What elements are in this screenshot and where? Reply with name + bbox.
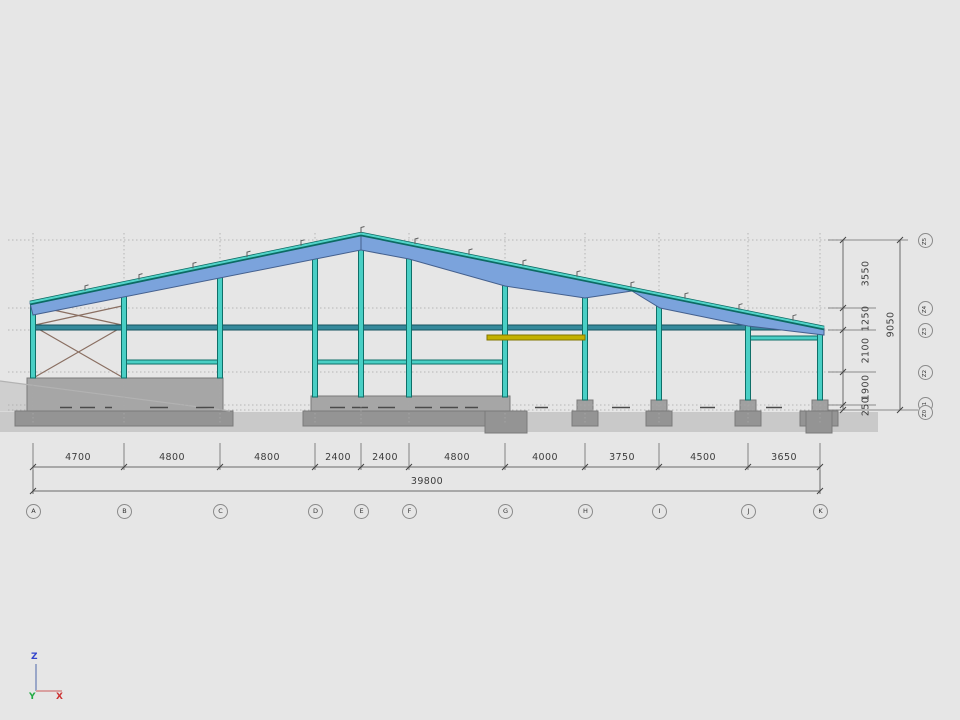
grid-bubble-i: I xyxy=(652,504,667,519)
grid-bubble-k: K xyxy=(813,504,828,519)
roof-chord xyxy=(29,232,825,329)
terrain-line xyxy=(0,380,231,412)
dim-span-ij: 4500 xyxy=(690,452,716,463)
dimension-ticks-bottom xyxy=(29,463,824,495)
crane-beam[interactable] xyxy=(486,334,586,341)
dimension-lines-bottom xyxy=(32,466,821,494)
dim-span-cd: 4800 xyxy=(254,452,280,463)
level-bubble-z0: Z0 xyxy=(918,405,933,420)
level-bubble-z3-label: Z3 xyxy=(922,327,928,336)
grid-bubble-b: B xyxy=(117,504,132,519)
grid-bubble-g: G xyxy=(498,504,513,519)
extension-lines-bottom xyxy=(32,443,821,470)
column-k[interactable] xyxy=(817,326,823,401)
grid-bubble-j: J xyxy=(741,504,756,519)
wind-bracing[interactable] xyxy=(34,305,123,378)
column-i[interactable] xyxy=(656,293,662,401)
dimension-ticks-right xyxy=(839,236,904,414)
column-e[interactable] xyxy=(358,235,364,398)
dimension-lines-right xyxy=(842,240,901,410)
level-bubble-z5-label: Z5 xyxy=(922,237,928,246)
level-bubble-z4: Z4 xyxy=(918,301,933,316)
grid-bubble-f: F xyxy=(402,504,417,519)
footing-deep-g[interactable] xyxy=(484,410,528,434)
column-f[interactable] xyxy=(406,243,412,398)
column-c[interactable] xyxy=(217,262,223,379)
dim-span-ab: 4700 xyxy=(65,452,91,463)
beam-jk[interactable] xyxy=(747,335,821,341)
axis-z-label: Z xyxy=(31,652,38,662)
dim-span-jk: 3650 xyxy=(771,452,797,463)
dim-span-hi: 3750 xyxy=(609,452,635,463)
grid-bubble-c: C xyxy=(213,504,228,519)
eave-level-beam[interactable] xyxy=(32,324,819,331)
level-bubble-z2: Z2 xyxy=(918,365,933,380)
dim-total-height: 9050 xyxy=(885,311,897,338)
dim-height-5: 250 xyxy=(860,396,872,417)
level-bubble-z5: Z5 xyxy=(918,233,933,248)
level-bubble-z2-label: Z2 xyxy=(922,369,928,378)
level-bubble-z3: Z3 xyxy=(918,323,933,338)
dim-span-bc: 4800 xyxy=(159,452,185,463)
extension-lines-right xyxy=(828,239,918,411)
dim-span-gh: 4000 xyxy=(532,452,558,463)
axis-y-label: Y xyxy=(29,692,36,702)
dim-span-fg: 4800 xyxy=(444,452,470,463)
footing-k-inner xyxy=(805,410,833,434)
dim-span-ef: 2400 xyxy=(372,452,398,463)
foundation-block-middle[interactable] xyxy=(310,395,511,412)
level-bubble-z4-label: Z4 xyxy=(922,305,928,314)
grid-bubble-a: A xyxy=(26,504,41,519)
axis-x-label: X xyxy=(56,692,63,702)
grid-bubble-d: D xyxy=(308,504,323,519)
purlin-markers xyxy=(84,226,797,321)
grid-bubble-h: H xyxy=(578,504,593,519)
dim-height-1: 3550 xyxy=(860,260,872,287)
dim-total-width: 39800 xyxy=(410,476,444,487)
mid-beam-bc[interactable] xyxy=(123,359,221,365)
column-d[interactable] xyxy=(312,243,318,398)
level-bubble-z0-label: Z0 xyxy=(922,409,928,418)
dim-span-de: 2400 xyxy=(325,452,351,463)
grid-bubble-e: E xyxy=(354,504,369,519)
